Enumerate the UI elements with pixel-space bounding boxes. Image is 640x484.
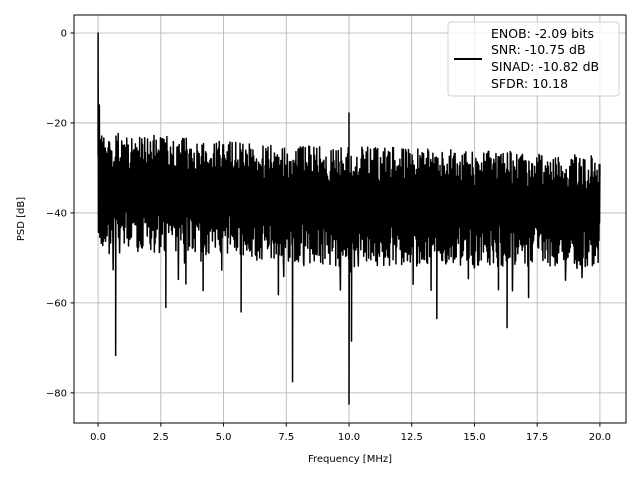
- y-tick-label: −40: [46, 208, 67, 219]
- y-tick-label: −80: [46, 388, 67, 399]
- x-tick-label: 5.0: [216, 432, 232, 443]
- legend-enob: ENOB: -2.09 bits: [491, 26, 594, 41]
- y-tick-label: −60: [46, 298, 67, 309]
- x-tick-label: 2.5: [153, 432, 169, 443]
- x-tick-label: 7.5: [278, 432, 294, 443]
- x-axis-label: Frequency [MHz]: [308, 454, 392, 465]
- y-tick-label: 0: [61, 28, 67, 39]
- y-axis-label: PSD [dB]: [16, 197, 27, 241]
- x-tick-label: 10.0: [338, 432, 360, 443]
- x-tick-label: 15.0: [463, 432, 485, 443]
- x-tick-label: 12.5: [401, 432, 423, 443]
- x-tick-label: 17.5: [526, 432, 548, 443]
- legend-sfdr: SFDR: 10.18: [491, 76, 568, 91]
- x-tick-label: 20.0: [589, 432, 611, 443]
- legend: ENOB: -2.09 bits SNR: -10.75 dB SINAD: -…: [448, 22, 619, 96]
- x-tick-label: 0.0: [90, 432, 106, 443]
- y-tick-label: −20: [46, 118, 67, 129]
- legend-snr: SNR: -10.75 dB: [491, 42, 586, 57]
- legend-sinad: SINAD: -10.82 dB: [491, 59, 599, 74]
